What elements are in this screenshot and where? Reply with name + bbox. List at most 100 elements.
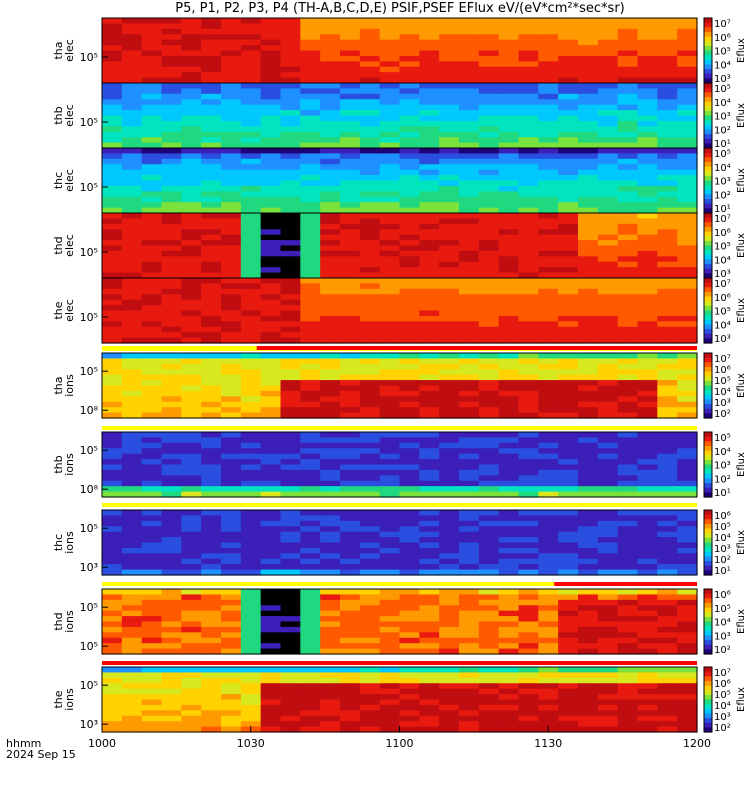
spectrogram-cell [657, 245, 678, 252]
spectrogram-cell [359, 537, 381, 544]
spectrogram-cell [597, 34, 619, 41]
spectrogram-cell [320, 66, 341, 73]
spectrogram-cell [478, 531, 500, 538]
spectrogram-cell [121, 531, 143, 538]
spectrogram-cell [280, 261, 301, 268]
spectrogram-cell [578, 180, 599, 187]
spectrogram-cell [141, 380, 163, 387]
spectrogram-cell [102, 34, 123, 41]
spectrogram-cell [677, 250, 698, 257]
spectrogram-cell [578, 632, 599, 639]
spectrogram-cell [300, 369, 321, 376]
spectrogram-cell [439, 605, 460, 612]
spectrogram-cell [359, 599, 381, 606]
spectrogram-cell [419, 453, 440, 460]
x-tick-label: 1000 [88, 737, 116, 750]
spectrogram-cell [518, 537, 539, 544]
spectrogram-cell [181, 542, 202, 549]
spectrogram-cell [240, 196, 262, 203]
spectrogram-cell [379, 442, 401, 449]
spectrogram-cell [280, 569, 301, 576]
spectrogram-cell [141, 321, 163, 328]
spectrogram-cell [459, 299, 480, 306]
spectrogram-cell [498, 88, 520, 95]
colorbar-frame [703, 588, 713, 655]
spectrogram-cell [340, 677, 361, 684]
spectrogram-cell [439, 39, 460, 46]
spectrogram-cell [300, 240, 321, 247]
spectrogram-cell [260, 721, 282, 728]
spectrogram-cell [399, 374, 420, 381]
spectrogram-cell [657, 191, 678, 198]
spectrogram-cell [657, 148, 678, 155]
spectrogram-cell [221, 464, 242, 471]
colorbar-swatch [704, 175, 712, 182]
spectrogram-cell [359, 677, 381, 684]
spectrogram-cell [538, 18, 559, 25]
colorbar-swatch [704, 626, 712, 632]
spectrogram-cell [201, 55, 222, 62]
spectrogram-cell [419, 305, 440, 312]
spectrogram-cell [558, 223, 579, 230]
spectrogram-cell [379, 283, 401, 290]
spectrogram-cell [121, 99, 143, 106]
colorbar-swatch [704, 64, 712, 70]
spectrogram-cell [340, 589, 361, 596]
spectrogram-cell [399, 437, 420, 444]
spectrogram-cell [597, 202, 619, 209]
spectrogram-cell [617, 299, 639, 306]
spectrogram-cell [340, 564, 361, 571]
spectrogram-cell [260, 180, 282, 187]
spectrogram-cell [141, 207, 163, 214]
colorbar-swatch [704, 208, 712, 214]
spectrogram-cell [558, 589, 579, 596]
spectrogram-cell [260, 407, 282, 414]
spectrogram-cell [359, 61, 381, 68]
spectrogram-cell [518, 531, 539, 538]
spectrogram-cell [379, 218, 401, 225]
spectrogram-cell [459, 683, 480, 690]
spectrogram-cell [280, 412, 301, 419]
spectrogram-cell [498, 77, 520, 84]
spectrogram-cell [141, 621, 163, 628]
spectrogram-cell [558, 486, 579, 493]
spectrogram-cell [459, 169, 480, 176]
spectrogram-cell [538, 464, 559, 471]
spectrogram-cell [498, 390, 520, 397]
spectrogram-cell [260, 315, 282, 322]
spectrogram-cell [657, 196, 678, 203]
spectrogram-cell [240, 688, 262, 695]
spectrogram-cell [359, 412, 381, 419]
spectrogram-cell [340, 61, 361, 68]
spectrogram-cell [141, 486, 163, 493]
spectrogram-cell [597, 531, 619, 538]
spectrogram-cell [240, 632, 262, 639]
spectrogram-cell [538, 137, 559, 144]
spectrogram-cell [121, 218, 143, 225]
colorbar-tick-label: 10⁶ [714, 365, 731, 376]
spectrogram-cell [498, 115, 520, 122]
spectrogram-cell [597, 104, 619, 111]
spectrogram-cell [300, 34, 321, 41]
panel-frame [101, 588, 698, 655]
spectrogram-cell [677, 594, 698, 601]
spectrogram-cell [260, 683, 282, 690]
colorbar-swatch [704, 203, 712, 209]
spectrogram-cell [280, 245, 301, 252]
spectrogram-cell [221, 396, 242, 403]
spectrogram-cell [617, 643, 639, 650]
spectrogram-cell [340, 213, 361, 220]
spectrogram-cell [399, 148, 420, 155]
spectrogram-cell [359, 88, 381, 95]
spectrogram-cell [518, 553, 539, 560]
spectrogram-cell [121, 486, 143, 493]
spectrogram-cell [498, 72, 520, 79]
spectrogram-cell [538, 626, 559, 633]
spectrogram-cell [439, 23, 460, 30]
spectrogram-cell [538, 218, 559, 225]
spectrogram-cell [518, 326, 539, 333]
spectrogram-cell [419, 164, 440, 171]
spectrogram-cell [102, 169, 123, 176]
spectrogram-cell [439, 310, 460, 317]
